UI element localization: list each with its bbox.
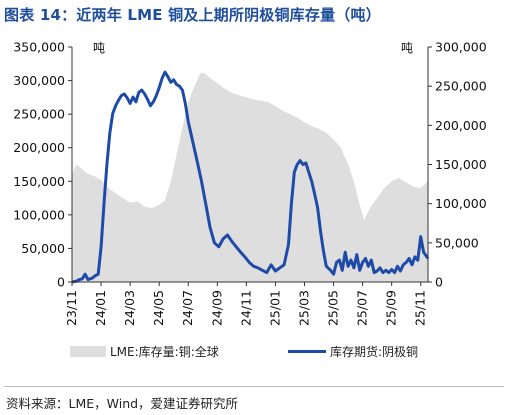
x-tick-label: 25/11 — [413, 290, 428, 326]
y-left-unit-label: 吨 — [93, 41, 105, 55]
x-tick-label: 24/03 — [122, 290, 137, 326]
y-right-unit-label: 吨 — [401, 41, 413, 55]
legend-swatch-area — [70, 346, 106, 357]
x-tick-label: 24/11 — [238, 290, 253, 326]
x-tick-label: 25/05 — [326, 290, 341, 326]
legend-label-shfe: 库存期货:阴极铜 — [330, 345, 419, 359]
y-left-tick-label: 0 — [57, 275, 65, 290]
x-tick-label: 25/03 — [296, 290, 311, 326]
axes-layer: 0 50,000 100,000 150,000 200,000 250,000 300,0… — [13, 40, 486, 327]
y-right-tick-label: 250,000 — [435, 79, 487, 94]
source-divider — [4, 386, 504, 387]
x-tick-label: 24/05 — [151, 290, 166, 326]
x-tick-label: 23/11 — [64, 290, 79, 326]
y-left-tick-label: 200,000 — [13, 140, 65, 155]
y-right-tick-label: 300,000 — [435, 40, 487, 55]
figure-title: 图表 14：近两年 LME 铜及上期所阴极铜库存量（吨） — [4, 6, 381, 24]
legend-item-shfe: 库存期货:阴极铜 — [288, 343, 418, 360]
y-right-tick-label: 50,000 — [435, 235, 479, 250]
area-series-lme — [72, 72, 428, 282]
y-left-tick-label: 300,000 — [13, 73, 65, 88]
x-tick-label: 24/07 — [180, 290, 195, 326]
legend-item-lme: LME:库存量:铜:全球 — [70, 343, 219, 360]
line-series-shfe — [71, 70, 430, 284]
y-right-tick-label: 200,000 — [435, 118, 487, 133]
y-left-tick-label: 350,000 — [13, 40, 65, 55]
legend-label-lme: LME:库存量:铜:全球 — [110, 345, 219, 359]
x-tick-label: 25/09 — [384, 290, 399, 326]
source-note: 资料来源：LME，Wind，爱建证券研究所 — [6, 396, 239, 411]
y-left-tick-label: 50,000 — [21, 241, 65, 256]
y-left-tick-label: 100,000 — [13, 207, 65, 222]
legend-swatch-line — [288, 350, 326, 353]
x-tick-label: 25/01 — [267, 290, 282, 326]
y-left-tick-label: 150,000 — [13, 174, 65, 189]
y-right-tick-label: 150,000 — [435, 157, 487, 172]
x-tick-label: 24/09 — [209, 290, 224, 326]
line-series-layer — [71, 70, 430, 284]
x-tick-label: 24/01 — [93, 290, 108, 326]
area-series-layer — [72, 72, 428, 282]
y-right-tick-label: 100,000 — [435, 196, 487, 211]
x-tick-label: 25/07 — [355, 290, 370, 326]
y-right-tick-label: 0 — [435, 275, 443, 290]
y-left-tick-label: 250,000 — [13, 107, 65, 122]
